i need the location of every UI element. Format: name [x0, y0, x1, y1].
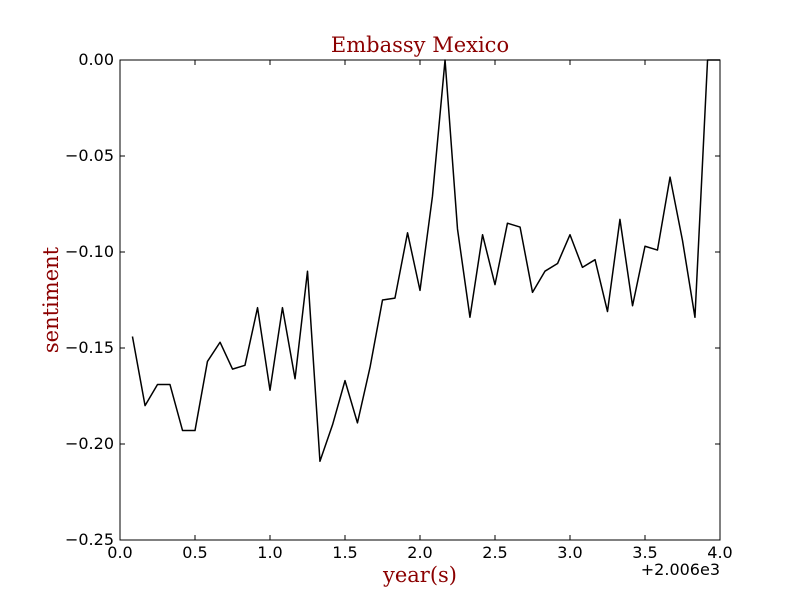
x-tick-label: 3.0 — [557, 543, 582, 562]
y-tick-label: −0.10 — [65, 242, 114, 261]
x-tick-label: 0.5 — [182, 543, 207, 562]
series-line-0 — [131, 59, 720, 463]
y-tick-label: −0.25 — [65, 530, 114, 549]
x-tick-label: 2.0 — [407, 543, 432, 562]
chart-title: Embassy Mexico — [331, 33, 509, 57]
y-tick-label: −0.05 — [65, 146, 114, 165]
x-tick-label: 1.5 — [332, 543, 357, 562]
x-tick-label: 2.5 — [482, 543, 507, 562]
x-tick-label: 1.0 — [257, 543, 282, 562]
x-tick-label: 0.0 — [107, 543, 132, 562]
y-axis-label: sentiment — [39, 246, 63, 353]
x-axis-offset-label: +2.006e3 — [641, 560, 720, 579]
x-tick-label: 4.0 — [707, 543, 732, 562]
y-tick-label: −0.20 — [65, 434, 114, 453]
x-tick-label: 3.5 — [632, 543, 657, 562]
y-tick-label: −0.15 — [65, 338, 114, 357]
labels: Embassy Mexico year(s) sentiment +2.006e… — [39, 33, 720, 587]
plot-area — [131, 59, 720, 463]
x-axis-label: year(s) — [382, 563, 457, 587]
y-tick-label: 0.00 — [78, 50, 114, 69]
axes: 0.0 0.5 1.0 1.5 2.0 2.5 3.0 3.5 4.0 0.00 −0.05 −0.1… — [65, 50, 733, 562]
